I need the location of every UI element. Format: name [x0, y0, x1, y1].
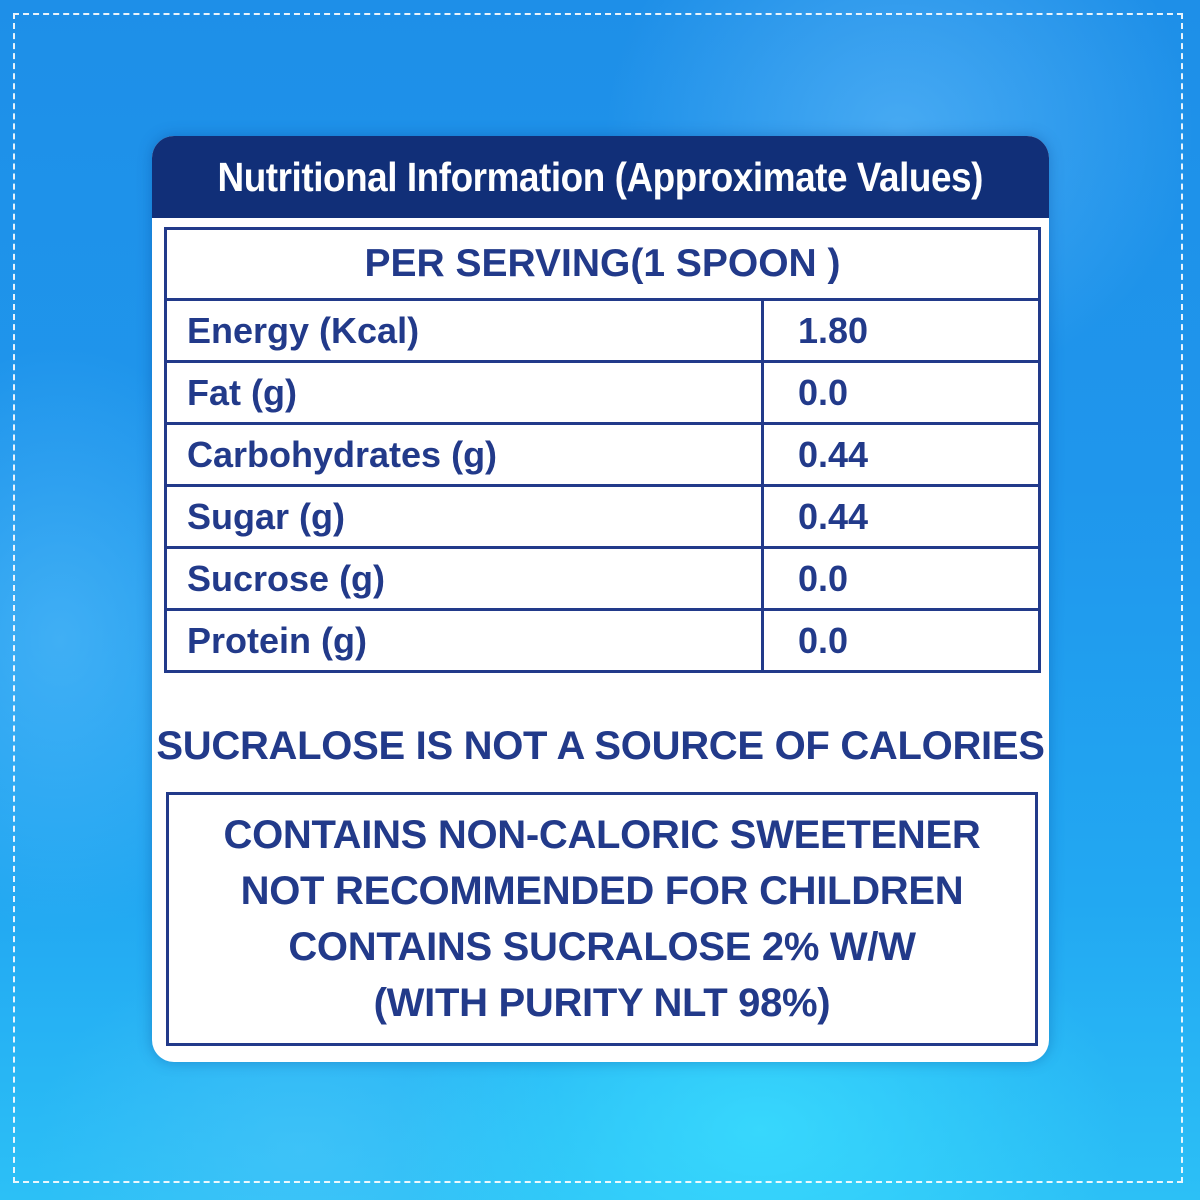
nutrition-table: PER SERVING(1 SPOON ) Energy (Kcal) 1.80… — [164, 227, 1041, 673]
card-title: Nutritional Information (Approximate Val… — [217, 153, 984, 200]
serving-header: PER SERVING(1 SPOON ) — [164, 227, 1041, 301]
nutrient-value: 0.0 — [761, 546, 1041, 611]
nutrient-label: Fat (g) — [164, 360, 764, 425]
table-row: Fat (g) 0.0 — [164, 360, 1041, 425]
warning-line: (WITH PURITY NLT 98%) — [373, 981, 831, 1025]
nutrient-value: 0.44 — [761, 422, 1041, 487]
nutrient-label: Sucrose (g) — [164, 546, 764, 611]
nutrition-card: Nutritional Information (Approximate Val… — [152, 136, 1049, 1062]
nutrient-value: 1.80 — [761, 298, 1041, 363]
nutrient-label: Carbohydrates (g) — [164, 422, 764, 487]
nutrient-label: Energy (Kcal) — [164, 298, 764, 363]
warning-line: NOT RECOMMENDED FOR CHILDREN — [240, 869, 964, 913]
table-row: Carbohydrates (g) 0.44 — [164, 422, 1041, 487]
dashed-border-frame — [13, 13, 1183, 1183]
card-header: Nutritional Information (Approximate Val… — [152, 136, 1049, 218]
table-row: Energy (Kcal) 1.80 — [164, 298, 1041, 363]
warning-line: CONTAINS NON-CALORIC SWEETENER — [223, 813, 981, 857]
nutrient-label: Protein (g) — [164, 608, 764, 673]
nutrient-value: 0.44 — [761, 484, 1041, 549]
warning-box: CONTAINS NON-CALORIC SWEETENER NOT RECOM… — [166, 792, 1038, 1046]
warning-line: CONTAINS SUCRALOSE 2% W/W — [288, 925, 916, 969]
nutrient-label: Sugar (g) — [164, 484, 764, 549]
nutrient-value: 0.0 — [761, 608, 1041, 673]
calorie-note: SUCRALOSE IS NOT A SOURCE OF CALORIES — [156, 724, 1045, 768]
nutrient-value: 0.0 — [761, 360, 1041, 425]
table-row: Sucrose (g) 0.0 — [164, 546, 1041, 611]
table-row: Protein (g) 0.0 — [164, 608, 1041, 673]
table-row: Sugar (g) 0.44 — [164, 484, 1041, 549]
table-header-row: PER SERVING(1 SPOON ) — [164, 227, 1041, 301]
